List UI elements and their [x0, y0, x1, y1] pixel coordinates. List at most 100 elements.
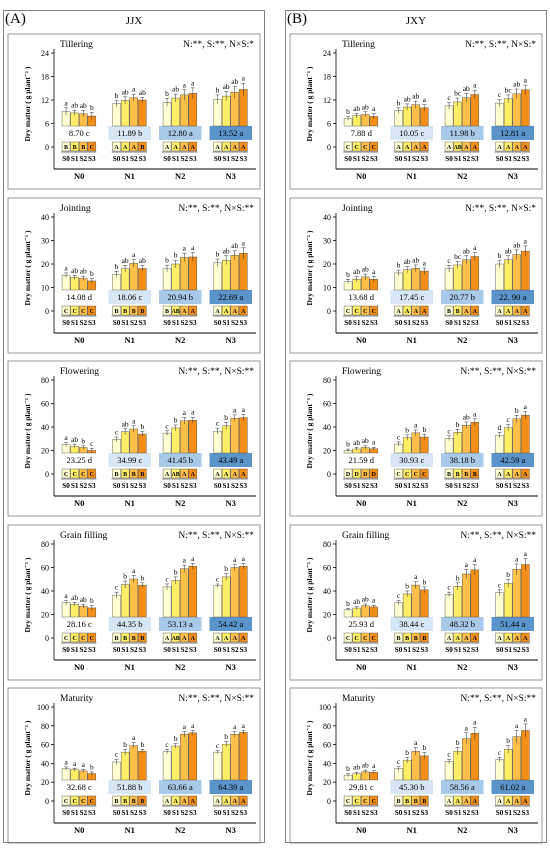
mean-box	[390, 780, 433, 794]
treatment-tick-label: S3	[88, 319, 96, 327]
treatment-tick-label: S3	[189, 646, 197, 654]
treatment-tick-label: S2	[361, 319, 369, 327]
bar-letter: b	[174, 250, 178, 259]
panel-frame	[7, 197, 261, 353]
bar	[462, 425, 471, 454]
panel-frame	[289, 33, 543, 190]
bar	[503, 259, 513, 290]
treatment-tick-label: S2	[513, 809, 521, 817]
treatment-tick-label: S1	[172, 155, 180, 163]
bottom-letter: C	[64, 309, 68, 315]
bottom-letter-box	[70, 632, 79, 642]
treatment-tick-label: S1	[403, 319, 411, 327]
bar-letter: c	[165, 740, 169, 749]
bar-letter: a	[183, 555, 187, 564]
group-mean-label: 23.25 d	[67, 455, 93, 465]
bar-letter: a	[524, 402, 528, 411]
bottom-letter-box	[495, 795, 504, 806]
bar-letter: ab	[362, 436, 369, 445]
treatment-tick-label: S1	[504, 482, 512, 490]
bar-letter: b	[224, 413, 228, 422]
treatment-tick-label: S1	[403, 482, 411, 490]
bar	[512, 736, 521, 781]
bar-letter: ab	[122, 255, 129, 264]
bar-letter: b	[405, 425, 409, 434]
group-mean-label: 64.39 a	[218, 782, 243, 792]
bottom-letter: A	[447, 636, 452, 642]
bottom-letter-box	[503, 141, 513, 152]
bottom-letter-box	[343, 632, 353, 642]
bar-letter: a	[423, 258, 427, 267]
treatment-tick-label: S1	[353, 809, 361, 817]
nitrogen-group-label: N2	[175, 662, 185, 672]
bottom-letter-box	[87, 468, 97, 479]
bottom-letter-box	[79, 468, 88, 479]
treatment-tick-label: S0	[163, 155, 171, 163]
treatment-tick-label: S2	[130, 809, 138, 817]
y-axis-label: Dry matter ( g plant⁻¹ )	[305, 229, 314, 305]
bottom-letter: B	[473, 472, 477, 478]
bar-letter: bc	[505, 85, 513, 94]
panel-tillering: Tillering N:**, S:**, N×S:* 0 6 12 18 24 Dry ma…	[7, 33, 261, 190]
bar-letter: a	[465, 723, 469, 732]
treatment-tick-label: S1	[504, 809, 512, 817]
treatment-tick-label: S1	[172, 482, 180, 490]
bar-letter: b	[216, 249, 220, 258]
bottom-letter-box	[521, 141, 530, 152]
nitrogen-group-label: N3	[226, 825, 236, 835]
bar-letter: ab	[353, 104, 360, 113]
treatment-tick-label: S2	[462, 319, 470, 327]
bar	[129, 745, 138, 781]
bottom-letter-box	[79, 632, 88, 642]
bottom-letter: B	[132, 636, 136, 642]
mean-box	[58, 616, 101, 631]
bar-letter: ab	[172, 85, 179, 94]
bar-letter: b	[422, 425, 426, 434]
column-label: (B)	[287, 11, 307, 27]
bottom-letter: B	[397, 636, 401, 642]
bottom-letter-box	[171, 305, 180, 315]
mean-box	[390, 453, 433, 467]
treatment-tick-label: S2	[513, 646, 521, 654]
bottom-letter-box	[453, 632, 462, 642]
bottom-letter: A	[132, 145, 137, 151]
treatment-tick-label: S2	[513, 155, 521, 163]
y-tick-label: 40	[323, 213, 331, 222]
bar	[230, 417, 239, 454]
bottom-letter-box	[495, 141, 504, 152]
bar-letter: ab	[463, 84, 470, 93]
treatment-tick-label: S0	[395, 809, 403, 817]
treatment-tick-label: S0	[62, 155, 70, 163]
bar-letter: ab	[353, 597, 360, 606]
mean-box	[491, 780, 534, 794]
treatment-tick-label: S1	[454, 482, 462, 490]
bottom-letter: A	[165, 799, 170, 805]
bar-letter: a	[372, 438, 376, 447]
bar	[138, 750, 147, 781]
y-tick-label: 10	[323, 283, 331, 292]
bottom-letter-box	[402, 305, 412, 315]
bottom-letter-box	[462, 468, 471, 479]
y-tick-label: 24	[323, 49, 331, 58]
treatment-tick-label: S3	[522, 809, 530, 817]
group-mean-label: 38.44 c	[399, 619, 424, 629]
treatment-tick-label: S1	[504, 155, 512, 163]
bottom-letter-box	[394, 468, 403, 479]
group-mean-label: 22.69 a	[218, 292, 243, 302]
treatment-tick-label: S1	[121, 809, 129, 817]
bar-letter: c	[397, 432, 401, 441]
bottom-letter-box	[521, 632, 530, 642]
bar	[495, 759, 504, 781]
group-mean-label: 48.32 b	[450, 619, 476, 629]
panel-grain-filling: Grain filling N:**, S:**, N×S:** 0 20 40 60 80…	[289, 524, 543, 680]
treatment-tick-label: S2	[79, 482, 87, 490]
nitrogen-group-label: N3	[226, 498, 236, 508]
nitrogen-group-label: N1	[407, 662, 417, 672]
bottom-letter: A	[191, 472, 196, 478]
y-tick-label: 20	[323, 778, 331, 787]
panel-flowering: Flowering N:**, S:**, N×S:** 0 20 40 60 80 Dry …	[289, 360, 543, 517]
bar-letter: ab	[353, 763, 360, 772]
treatment-tick-label: S2	[412, 809, 420, 817]
bottom-letter-box	[521, 468, 530, 479]
bottom-letter-box	[462, 632, 471, 642]
